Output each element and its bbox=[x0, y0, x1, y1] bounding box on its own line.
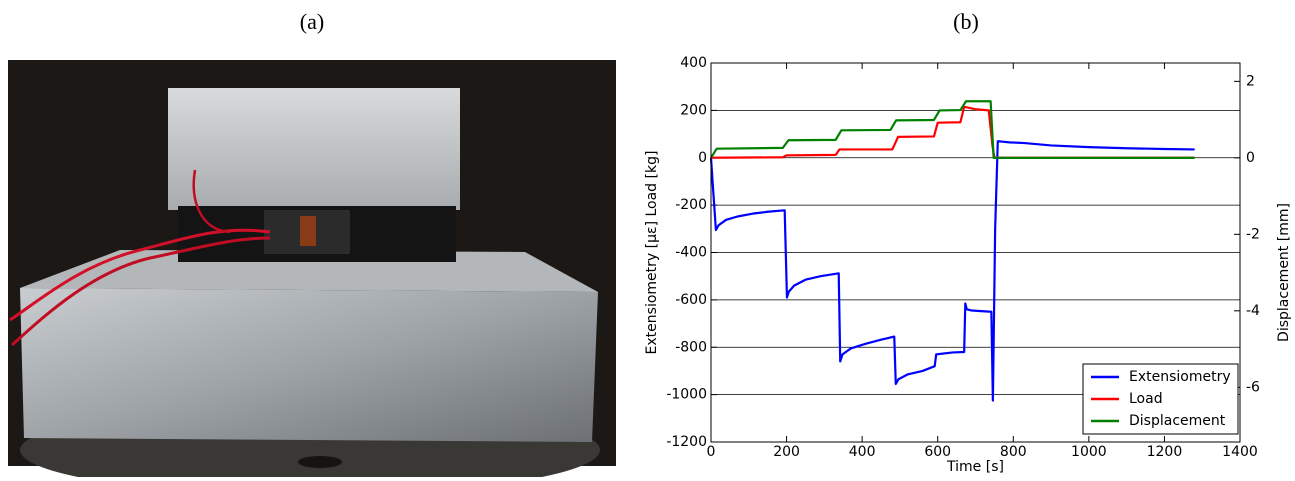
chart: -1200-1000-800-600-400-2000200400-6-4-20… bbox=[644, 55, 1292, 475]
x-axis-label: Time [s] bbox=[946, 459, 1004, 475]
legend-label: Displacement bbox=[1129, 413, 1226, 429]
y-tick-label: 0 bbox=[698, 150, 707, 166]
y-tick-label: 400 bbox=[680, 55, 707, 71]
y-tick-label: -400 bbox=[675, 245, 707, 261]
panel-label: (b) bbox=[953, 9, 979, 34]
y2-tick-label: -2 bbox=[1246, 226, 1260, 242]
panel-label: (a) bbox=[300, 9, 324, 34]
y-tick-label: -800 bbox=[675, 339, 707, 355]
series-line bbox=[711, 101, 1195, 158]
y2-tick-label: -6 bbox=[1246, 379, 1260, 395]
y-tick-label: -600 bbox=[675, 292, 707, 308]
y-tick-label: -1000 bbox=[666, 387, 707, 403]
x-tick-label: 600 bbox=[924, 444, 951, 460]
photo bbox=[8, 60, 616, 477]
y-tick-label: 200 bbox=[680, 102, 707, 118]
x-tick-label: 1400 bbox=[1222, 444, 1258, 460]
y2-tick-label: 2 bbox=[1246, 73, 1255, 89]
y-tick-label: -1200 bbox=[666, 434, 707, 450]
y2-tick-label: 0 bbox=[1246, 150, 1255, 166]
x-tick-label: 1000 bbox=[1071, 444, 1107, 460]
series-line bbox=[711, 107, 1195, 158]
legend-label: Load bbox=[1129, 391, 1163, 407]
y2-tick-label: -4 bbox=[1246, 303, 1260, 319]
x-tick-label: 200 bbox=[773, 444, 800, 460]
figure: (a) (b) -1200-1000-800-600-400-200020040… bbox=[0, 0, 1295, 477]
series-line bbox=[711, 141, 1195, 400]
y-tick-label: -200 bbox=[675, 197, 707, 213]
y-axis-label: Extensiometry [με] Load [kg] bbox=[644, 151, 660, 355]
x-tick-label: 800 bbox=[1000, 444, 1027, 460]
y2-axis-label: Displacement [mm] bbox=[1276, 203, 1292, 342]
legend-label: Extensiometry bbox=[1129, 369, 1231, 385]
x-tick-label: 1200 bbox=[1147, 444, 1183, 460]
x-tick-label: 400 bbox=[849, 444, 876, 460]
x-tick-label: 0 bbox=[707, 444, 716, 460]
